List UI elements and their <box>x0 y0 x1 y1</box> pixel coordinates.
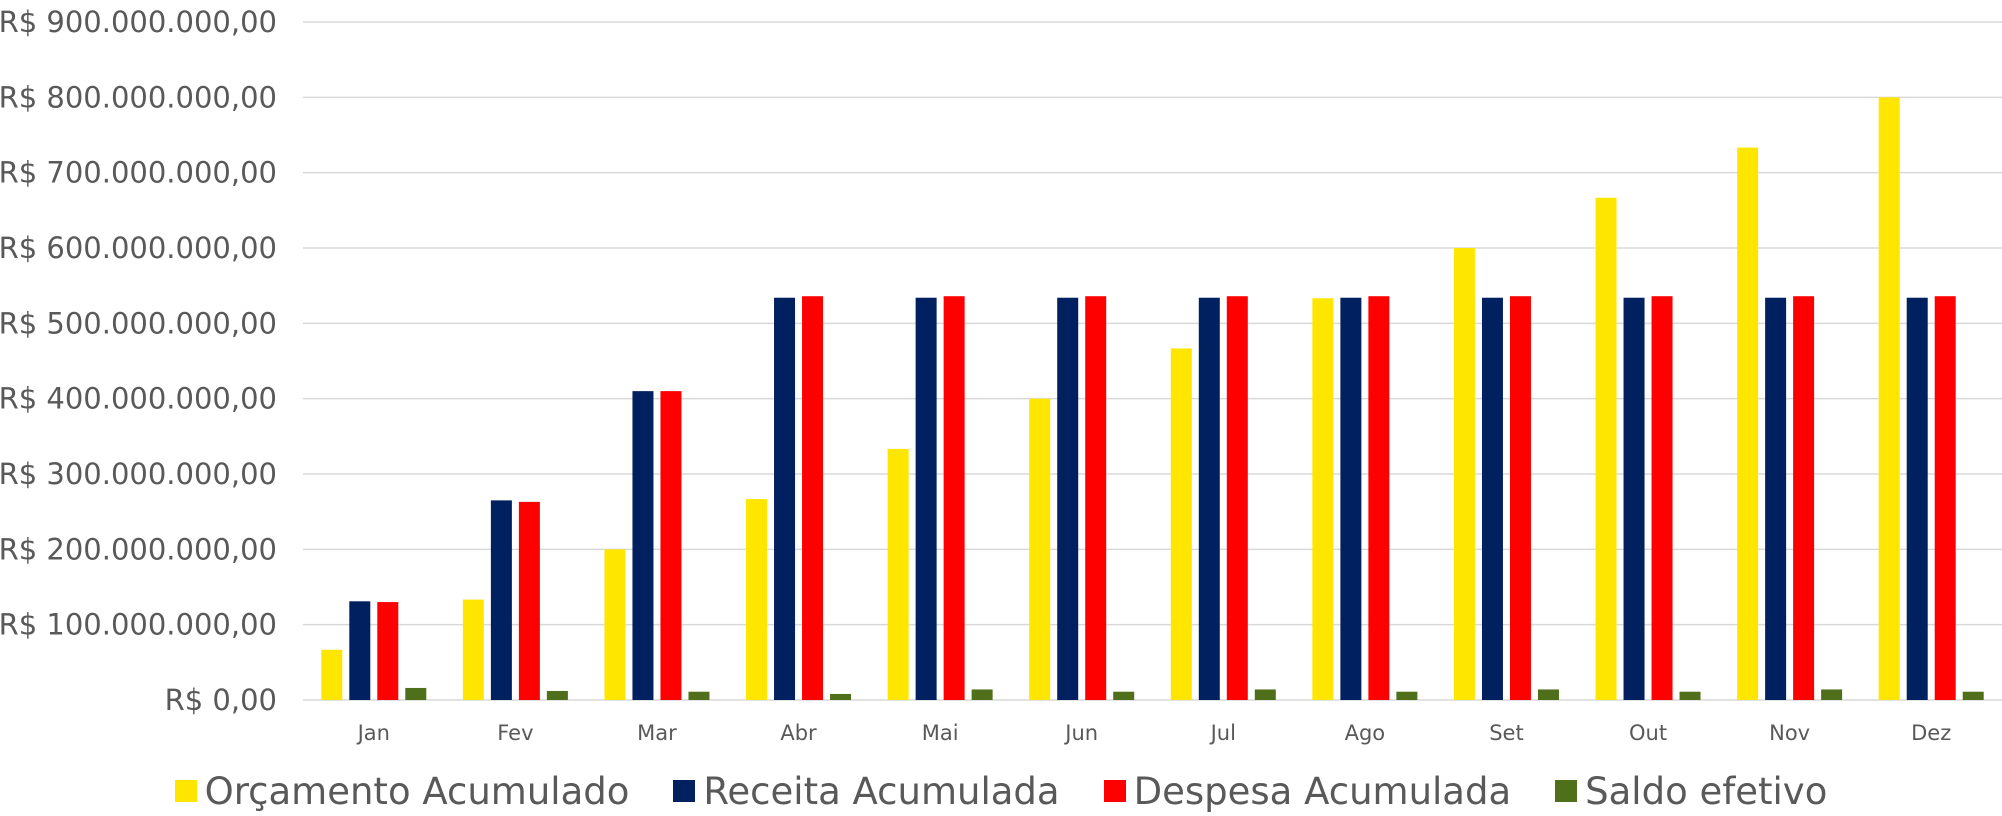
bar-saldo-efetivo-mar <box>688 691 710 700</box>
bar-despesa-acumulada-out <box>1651 296 1673 700</box>
bar-or-amento-acumulado-nov <box>1737 147 1759 700</box>
bar-saldo-efetivo-fev <box>546 690 568 700</box>
bar-saldo-efetivo-jan <box>405 687 427 700</box>
bar-despesa-acumulada-nov <box>1793 296 1815 700</box>
x-axis-tick-labels: Jan Fev Mar Abr Mai Jun Jul Ago Set Out Nov Dez <box>356 721 1952 745</box>
legend-label: Orçamento Acumulado <box>204 769 630 813</box>
bar-or-amento-acumulado-mar <box>604 549 626 700</box>
bar-receita-acumulada-mar <box>632 391 654 700</box>
y-tick-label: R$ 200.000.000,00 <box>0 532 277 566</box>
legend-item: Despesa Acumulada <box>1103 769 1512 813</box>
x-tick-label: Abr <box>780 721 817 745</box>
x-tick-label: Ago <box>1345 721 1386 745</box>
chart-legend: Orçamento Acumulado Receita Acumulada Desp… <box>0 766 2002 816</box>
bar-or-amento-acumulado-fev <box>462 599 484 700</box>
bar-receita-acumulada-fev <box>490 500 512 700</box>
legend-swatch <box>174 780 197 802</box>
x-tick-label: Mar <box>637 721 677 745</box>
y-tick-label: R$ 800.000.000,00 <box>0 80 277 114</box>
x-tick-label: Dez <box>1911 721 1951 745</box>
x-tick-label: Fev <box>497 721 533 745</box>
legend-label: Receita Acumulada <box>703 769 1060 813</box>
bar-receita-acumulada-jul <box>1198 297 1220 700</box>
bar-receita-acumulada-dez <box>1906 297 1928 700</box>
y-tick-label: R$ 900.000.000,00 <box>0 5 277 39</box>
y-tick-label: R$ 700.000.000,00 <box>0 156 277 190</box>
y-tick-label: R$ 100.000.000,00 <box>0 608 277 642</box>
legend-swatch <box>1103 780 1126 802</box>
x-tick-label: Set <box>1489 721 1523 745</box>
bar-or-amento-acumulado-abr <box>746 499 768 700</box>
legend-swatch <box>673 780 696 802</box>
bar-receita-acumulada-ago <box>1340 297 1362 700</box>
bar-saldo-efetivo-nov <box>1821 689 1843 700</box>
bar-saldo-efetivo-out <box>1679 691 1701 700</box>
bar-receita-acumulada-abr <box>774 297 796 700</box>
bar-despesa-acumulada-mar <box>660 391 682 700</box>
bar-receita-acumulada-out <box>1623 297 1645 700</box>
bar-saldo-efetivo-set <box>1537 689 1559 700</box>
bar-receita-acumulada-mai <box>915 297 937 700</box>
bar-receita-acumulada-jun <box>1057 297 1079 700</box>
bar-or-amento-acumulado-dez <box>1878 97 1900 701</box>
bar-despesa-acumulada-ago <box>1368 296 1390 700</box>
legend-item: Receita Acumulada <box>673 769 1060 813</box>
bar-saldo-efetivo-ago <box>1396 691 1418 700</box>
bar-despesa-acumulada-jul <box>1226 296 1248 700</box>
y-axis-tick-labels: R$ 0,00 R$ 100.000.000,00 R$ 200.000.000,0… <box>0 5 277 717</box>
legend-item: Saldo efetivo <box>1555 770 1827 813</box>
bar-or-amento-acumulado-jul <box>1170 348 1192 700</box>
x-tick-label: Jan <box>356 721 390 745</box>
bar-receita-acumulada-nov <box>1765 297 1787 700</box>
bar-receita-acumulada-set <box>1481 297 1503 700</box>
y-tick-label: R$ 400.000.000,00 <box>0 382 277 416</box>
x-tick-label: Out <box>1629 721 1667 745</box>
x-tick-label: Mai <box>922 721 959 745</box>
bar-receita-acumulada-jan <box>349 601 371 700</box>
bar-chart: R$ 0,00 R$ 100.000.000,00 R$ 200.000.000,0… <box>0 5 2002 745</box>
bar-saldo-efetivo-jun <box>1113 691 1135 700</box>
bar-despesa-acumulada-jun <box>1085 296 1107 700</box>
bar-or-amento-acumulado-mai <box>887 448 909 700</box>
bar-despesa-acumulada-jan <box>377 602 399 700</box>
x-tick-label: Jun <box>1063 721 1098 745</box>
bar-or-amento-acumulado-jun <box>1029 398 1051 700</box>
x-tick-label: Nov <box>1769 721 1810 745</box>
legend-label: Despesa Acumulada <box>1133 769 1512 813</box>
bar-despesa-acumulada-set <box>1509 296 1531 700</box>
bar-despesa-acumulada-mai <box>943 296 965 700</box>
bar-saldo-efetivo-jul <box>1254 689 1276 700</box>
bar-saldo-efetivo-abr <box>830 693 852 700</box>
y-tick-label: R$ 500.000.000,00 <box>0 306 277 340</box>
bar-or-amento-acumulado-jan <box>321 649 343 700</box>
bar-saldo-efetivo-mai <box>971 689 993 700</box>
bar-saldo-efetivo-dez <box>1962 691 1984 700</box>
bar-or-amento-acumulado-ago <box>1312 298 1334 700</box>
y-tick-label: R$ 0,00 <box>165 683 277 717</box>
y-tick-label: R$ 300.000.000,00 <box>0 457 277 491</box>
x-tick-label: Jul <box>1209 721 1236 745</box>
bar-despesa-acumulada-abr <box>802 296 824 700</box>
bar-despesa-acumulada-fev <box>518 501 540 700</box>
legend-swatch <box>1555 780 1578 802</box>
bar-or-amento-acumulado-out <box>1595 197 1617 700</box>
gridlines <box>303 21 2002 701</box>
bars <box>321 97 1984 701</box>
legend-item: Orçamento Acumulado <box>174 769 630 813</box>
bar-despesa-acumulada-dez <box>1934 296 1956 700</box>
bar-or-amento-acumulado-set <box>1453 248 1475 700</box>
y-tick-label: R$ 600.000.000,00 <box>0 231 277 265</box>
legend-label: Saldo efetivo <box>1585 769 1828 813</box>
